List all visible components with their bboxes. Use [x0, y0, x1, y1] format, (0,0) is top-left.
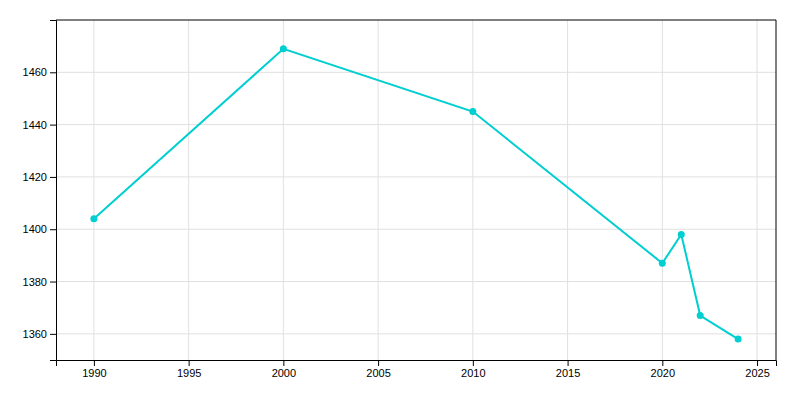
y-tick: 1360	[23, 328, 56, 340]
y-tick: 1420	[23, 171, 56, 183]
y-tick: 1460	[23, 66, 56, 78]
y-tick-label: 1360	[23, 328, 47, 340]
x-grid-line	[93, 20, 94, 360]
x-tick: 2010	[461, 360, 485, 379]
x-tick-mark	[757, 360, 758, 366]
x-tick-label: 2010	[461, 367, 485, 379]
x-tick-mark	[283, 360, 284, 366]
y-tick: 1440	[23, 119, 56, 131]
x-axis-line	[57, 361, 777, 367]
x-grid-line	[188, 20, 189, 360]
x-tick-mark	[94, 360, 95, 366]
y-grid-line	[56, 229, 776, 230]
y-axis-line	[50, 21, 57, 361]
frame-right	[776, 20, 777, 360]
x-tick-label: 1990	[82, 367, 106, 379]
frame-top	[56, 20, 776, 21]
x-grid-line	[567, 20, 568, 360]
point	[659, 260, 666, 267]
point	[678, 231, 685, 238]
plot-root: 1990 1995 2000 2005 2010 2015 2020 2025 1360 1380…	[23, 20, 777, 379]
point	[697, 312, 704, 319]
y-axis: 1360 1380 1400 1420 1440 1460	[23, 21, 57, 361]
y-tick: 1400	[23, 223, 56, 235]
x-tick-label: 1995	[177, 367, 201, 379]
x-tick: 2025	[745, 360, 769, 379]
x-tick-label: 2020	[651, 367, 675, 379]
x-tick-mark	[568, 360, 569, 366]
x-tick-mark	[473, 360, 474, 366]
y-tick-mark	[50, 282, 56, 283]
y-tick: 1380	[23, 276, 56, 288]
y-tick-mark	[50, 125, 56, 126]
y-grid-line	[56, 72, 776, 73]
y-grid-line	[56, 124, 776, 125]
grid	[56, 20, 776, 360]
y-grid-line	[56, 176, 776, 177]
x-tick-mark	[662, 360, 663, 366]
x-tick: 2005	[366, 360, 390, 379]
x-tick: 2015	[556, 360, 580, 379]
x-tick-mark	[378, 360, 379, 366]
x-grid-line	[378, 20, 379, 360]
x-tick-label: 2005	[366, 367, 390, 379]
x-tick-label: 2025	[745, 367, 769, 379]
x-tick-mark	[189, 360, 190, 366]
y-grid-line	[56, 333, 776, 334]
chart-container: 1990 1995 2000 2005 2010 2015 2020 2025 1360 1380…	[0, 0, 800, 400]
x-tick: 1995	[177, 360, 201, 379]
x-grid-line	[662, 20, 663, 360]
y-tick-label: 1440	[23, 119, 47, 131]
y-tick-mark	[50, 72, 56, 73]
point	[90, 215, 97, 222]
x-tick: 2000	[272, 360, 296, 379]
x-tick: 2020	[651, 360, 675, 379]
line	[94, 49, 738, 339]
y-tick-label: 1400	[23, 223, 47, 235]
x-grid-line	[757, 20, 758, 360]
y-tick-label: 1380	[23, 276, 47, 288]
y-tick-label: 1460	[23, 66, 47, 78]
x-grid-line	[283, 20, 284, 360]
x-axis: 1990 1995 2000 2005 2010 2015 2020 2025	[57, 360, 777, 379]
y-tick-label: 1420	[23, 171, 47, 183]
point	[280, 45, 287, 52]
y-grid-line	[56, 281, 776, 282]
x-tick-label: 2015	[556, 367, 580, 379]
y-tick-mark	[50, 229, 56, 230]
x-grid-line	[472, 20, 473, 360]
y-tick-mark	[50, 334, 56, 335]
x-tick-label: 2000	[272, 367, 296, 379]
chart-svg: 1990 1995 2000 2005 2010 2015 2020 2025 1360 1380…	[0, 0, 800, 400]
point	[469, 108, 476, 115]
plot-area	[90, 45, 741, 342]
point	[735, 336, 742, 343]
x-tick: 1990	[82, 360, 106, 379]
y-tick-mark	[50, 177, 56, 178]
